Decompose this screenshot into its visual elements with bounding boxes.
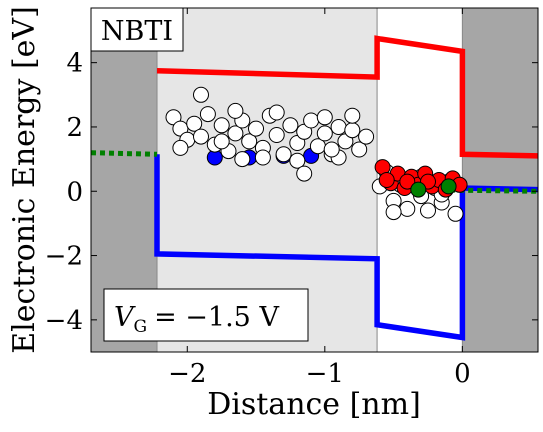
scatter-point — [193, 128, 209, 145]
scatter-point — [186, 115, 203, 132]
axis-ticks: −2 −1 0 −4 −2 0 2 4 — [45, 8, 538, 389]
y-tick-label: −4 — [45, 306, 83, 336]
bias-box-frame — [103, 288, 309, 342]
material-regions — [91, 8, 538, 352]
scatter-point — [420, 202, 436, 219]
scatter-point — [344, 107, 361, 124]
title-box: NBTI — [90, 7, 184, 52]
title-box-text: NBTI — [101, 16, 173, 47]
scatter-point — [213, 117, 230, 134]
fermi-level-line-2 — [91, 150, 158, 157]
bias-label: VG = −1.5 V — [114, 302, 279, 337]
band-edge-line-0 — [156, 35, 538, 159]
scatter-point — [227, 125, 244, 142]
bias-subscript: G — [134, 317, 148, 337]
scatter-point — [282, 117, 299, 134]
y-tick-label: 4 — [66, 49, 83, 79]
scatter-point — [351, 141, 368, 158]
region-substrate — [462, 8, 538, 352]
scatter-point — [399, 173, 416, 190]
defect-markers — [165, 86, 468, 222]
scatter-point — [440, 178, 457, 195]
scatter-point — [268, 104, 285, 121]
y-tick-label: 2 — [66, 113, 83, 143]
scatter-point — [289, 152, 306, 169]
scatter-point — [323, 141, 340, 158]
scatter-point — [316, 109, 333, 126]
scatter-point — [254, 149, 271, 166]
x-tick-label: −1 — [306, 359, 344, 389]
scatter-point — [447, 205, 464, 222]
scatter-point — [248, 120, 264, 137]
x-tick-label: −2 — [168, 359, 206, 389]
bias-box: VG = −1.5 V — [103, 288, 309, 342]
scatter-point — [199, 106, 216, 123]
scatter-point — [213, 133, 230, 150]
y-axis-label: Electronic Energy [eV] — [7, 6, 42, 354]
scatter-point — [344, 122, 361, 139]
scatter-point — [399, 200, 416, 217]
scatter-point — [410, 181, 427, 198]
scatter-point — [193, 86, 209, 103]
scatter-point — [378, 172, 395, 188]
scatter-point — [268, 127, 285, 143]
y-tick-label: −2 — [45, 242, 83, 272]
scatter-point — [172, 139, 189, 156]
bias-symbol: V — [114, 302, 136, 333]
scatter-point — [275, 146, 292, 163]
scatter-point — [330, 119, 347, 135]
plot-frame — [90, 7, 539, 353]
scatter-point — [234, 151, 251, 168]
scatter-point — [227, 102, 244, 119]
scatter-point — [358, 128, 375, 145]
scatter-point — [303, 112, 320, 129]
scatter-point — [296, 165, 313, 182]
y-tick-label: 0 — [66, 177, 83, 207]
bias-value: = −1.5 V — [154, 302, 279, 333]
x-tick-label: 0 — [454, 359, 471, 389]
scatter-point — [241, 133, 258, 150]
x-axis-label: Distance [nm] — [207, 387, 421, 422]
title-box-frame — [90, 7, 184, 52]
scatter-point — [385, 204, 402, 221]
scatter-point — [316, 125, 333, 142]
